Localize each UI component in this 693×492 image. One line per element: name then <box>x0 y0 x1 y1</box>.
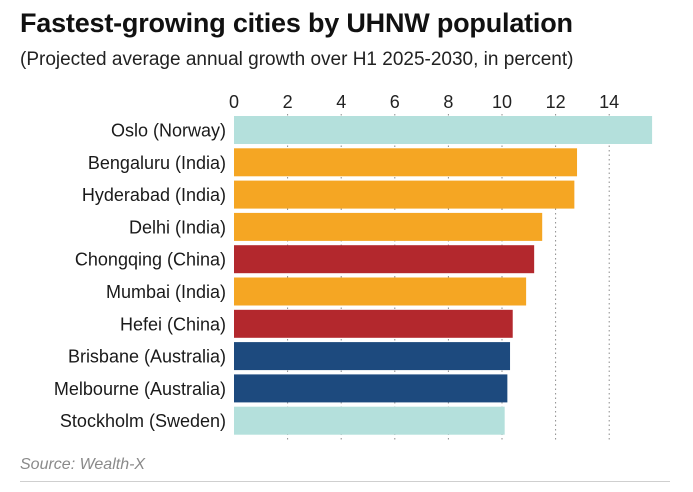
x-tick-label: 6 <box>390 92 400 112</box>
bar <box>234 180 575 209</box>
category-label: Stockholm (Sweden) <box>60 411 226 431</box>
chart-subtitle: (Projected average annual growth over H1… <box>20 49 574 70</box>
category-label: Brisbane (Australia) <box>68 347 226 367</box>
category-label: Hyderabad (India) <box>82 185 226 205</box>
category-label: Oslo (Norway) <box>111 121 226 141</box>
source-note: Source: Wealth-X <box>20 456 146 473</box>
bar <box>234 406 505 435</box>
chart-title: Fastest-growing cities by UHNW populatio… <box>20 8 573 38</box>
category-label: Hefei (China) <box>120 314 226 334</box>
bar <box>234 116 653 144</box>
x-tick-label: 12 <box>546 92 566 112</box>
x-tick-label: 4 <box>336 92 346 112</box>
x-tick-label: 14 <box>599 92 619 112</box>
category-label: Melbourne (Australia) <box>54 379 226 399</box>
category-label: Bengaluru (India) <box>88 153 226 173</box>
footer-divider <box>20 481 670 482</box>
category-label: Mumbai (India) <box>106 282 226 302</box>
x-tick-label: 10 <box>492 92 512 112</box>
category-label: Chongqing (China) <box>75 250 226 270</box>
bar <box>234 342 511 371</box>
bar <box>234 277 527 306</box>
bar <box>234 212 543 241</box>
bar <box>234 374 508 403</box>
category-labels: Oslo (Norway) Bengaluru (India) Hyderabad … <box>54 121 226 432</box>
bar <box>234 148 578 177</box>
category-label: Delhi (India) <box>129 217 226 237</box>
x-tick-label: 0 <box>229 92 239 112</box>
x-tick-label: 8 <box>443 92 453 112</box>
bar <box>234 309 513 338</box>
x-tick-label: 2 <box>283 92 293 112</box>
bar <box>234 245 535 274</box>
x-axis-ticks: 0 2 4 6 8 10 12 14 <box>229 92 619 112</box>
bars <box>234 116 653 435</box>
